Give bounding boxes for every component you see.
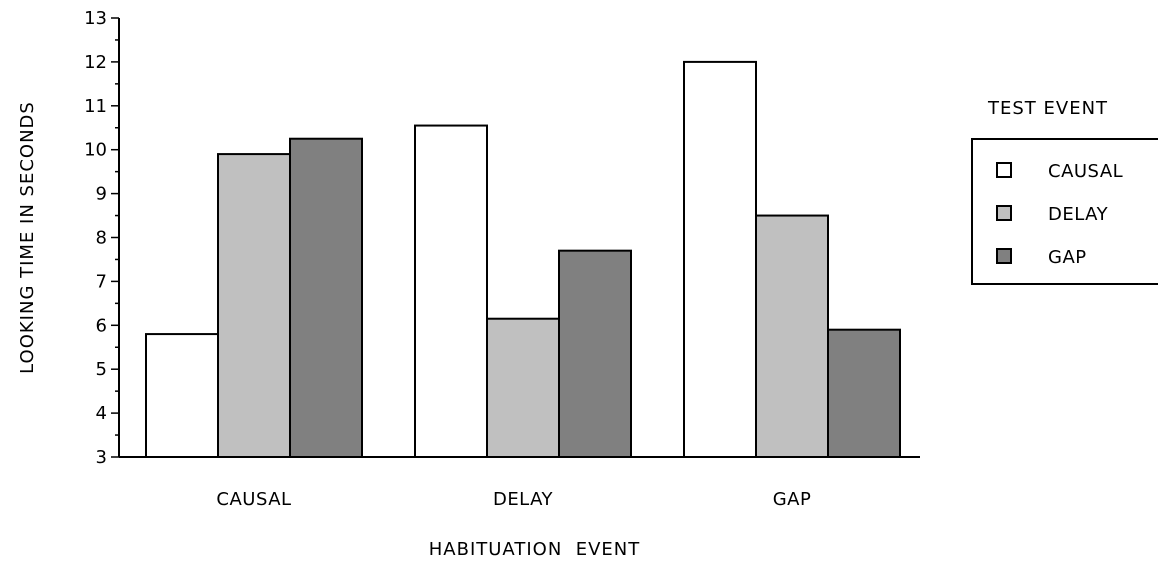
y-tick-label: 13 (84, 8, 107, 29)
y-tick-label: 3 (96, 447, 107, 468)
y-tick-label: 10 (84, 140, 107, 161)
bar-delay-delay (486, 317, 560, 458)
y-tick-label: 5 (96, 359, 107, 380)
y-tick-label: 9 (96, 184, 107, 205)
legend-swatch-delay (996, 205, 1012, 221)
y-tick-label: 6 (96, 315, 107, 336)
legend-items: CAUSAL DELAY GAP (996, 161, 1123, 268)
bar-causal-causal (145, 333, 219, 458)
bar-gap-delay (755, 214, 829, 458)
bar-gap-gap (827, 328, 901, 458)
bar-delay-causal (414, 124, 488, 459)
bar-gap-causal (683, 60, 757, 459)
y-tick-label: 4 (96, 403, 107, 424)
legend-title: TEST EVENT (987, 98, 1108, 119)
bar-causal-gap (289, 137, 363, 458)
y-tick-label: 7 (96, 271, 107, 292)
bars (145, 60, 901, 459)
y-axis-ticks: 3 4 5 6 7 8 9 10 11 12 13 (84, 8, 119, 468)
x-axis-labels: CAUSAL DELAY GAP (216, 489, 812, 510)
legend-swatch-causal (996, 162, 1012, 178)
x-tick-label: DELAY (493, 489, 554, 510)
bar-delay-gap (558, 249, 632, 458)
legend-box (971, 138, 1158, 285)
x-axis-title: HABITUATION EVENT (429, 539, 641, 560)
y-tick-label: 11 (84, 96, 107, 117)
bar-causal-delay (217, 153, 291, 458)
x-tick-label: CAUSAL (216, 489, 291, 510)
legend-swatch-gap (996, 248, 1012, 264)
y-axis-title: LOOKING TIME IN SECONDS (17, 101, 38, 374)
legend-label-gap: GAP (1048, 247, 1087, 268)
x-tick-label: GAP (773, 489, 812, 510)
legend: TEST EVENT CAUSAL DELAY GAP (971, 98, 1158, 285)
legend-label-causal: CAUSAL (1048, 161, 1123, 182)
y-tick-label: 8 (96, 228, 107, 249)
legend-label-delay: DELAY (1048, 204, 1109, 225)
y-tick-label: 12 (84, 52, 107, 73)
